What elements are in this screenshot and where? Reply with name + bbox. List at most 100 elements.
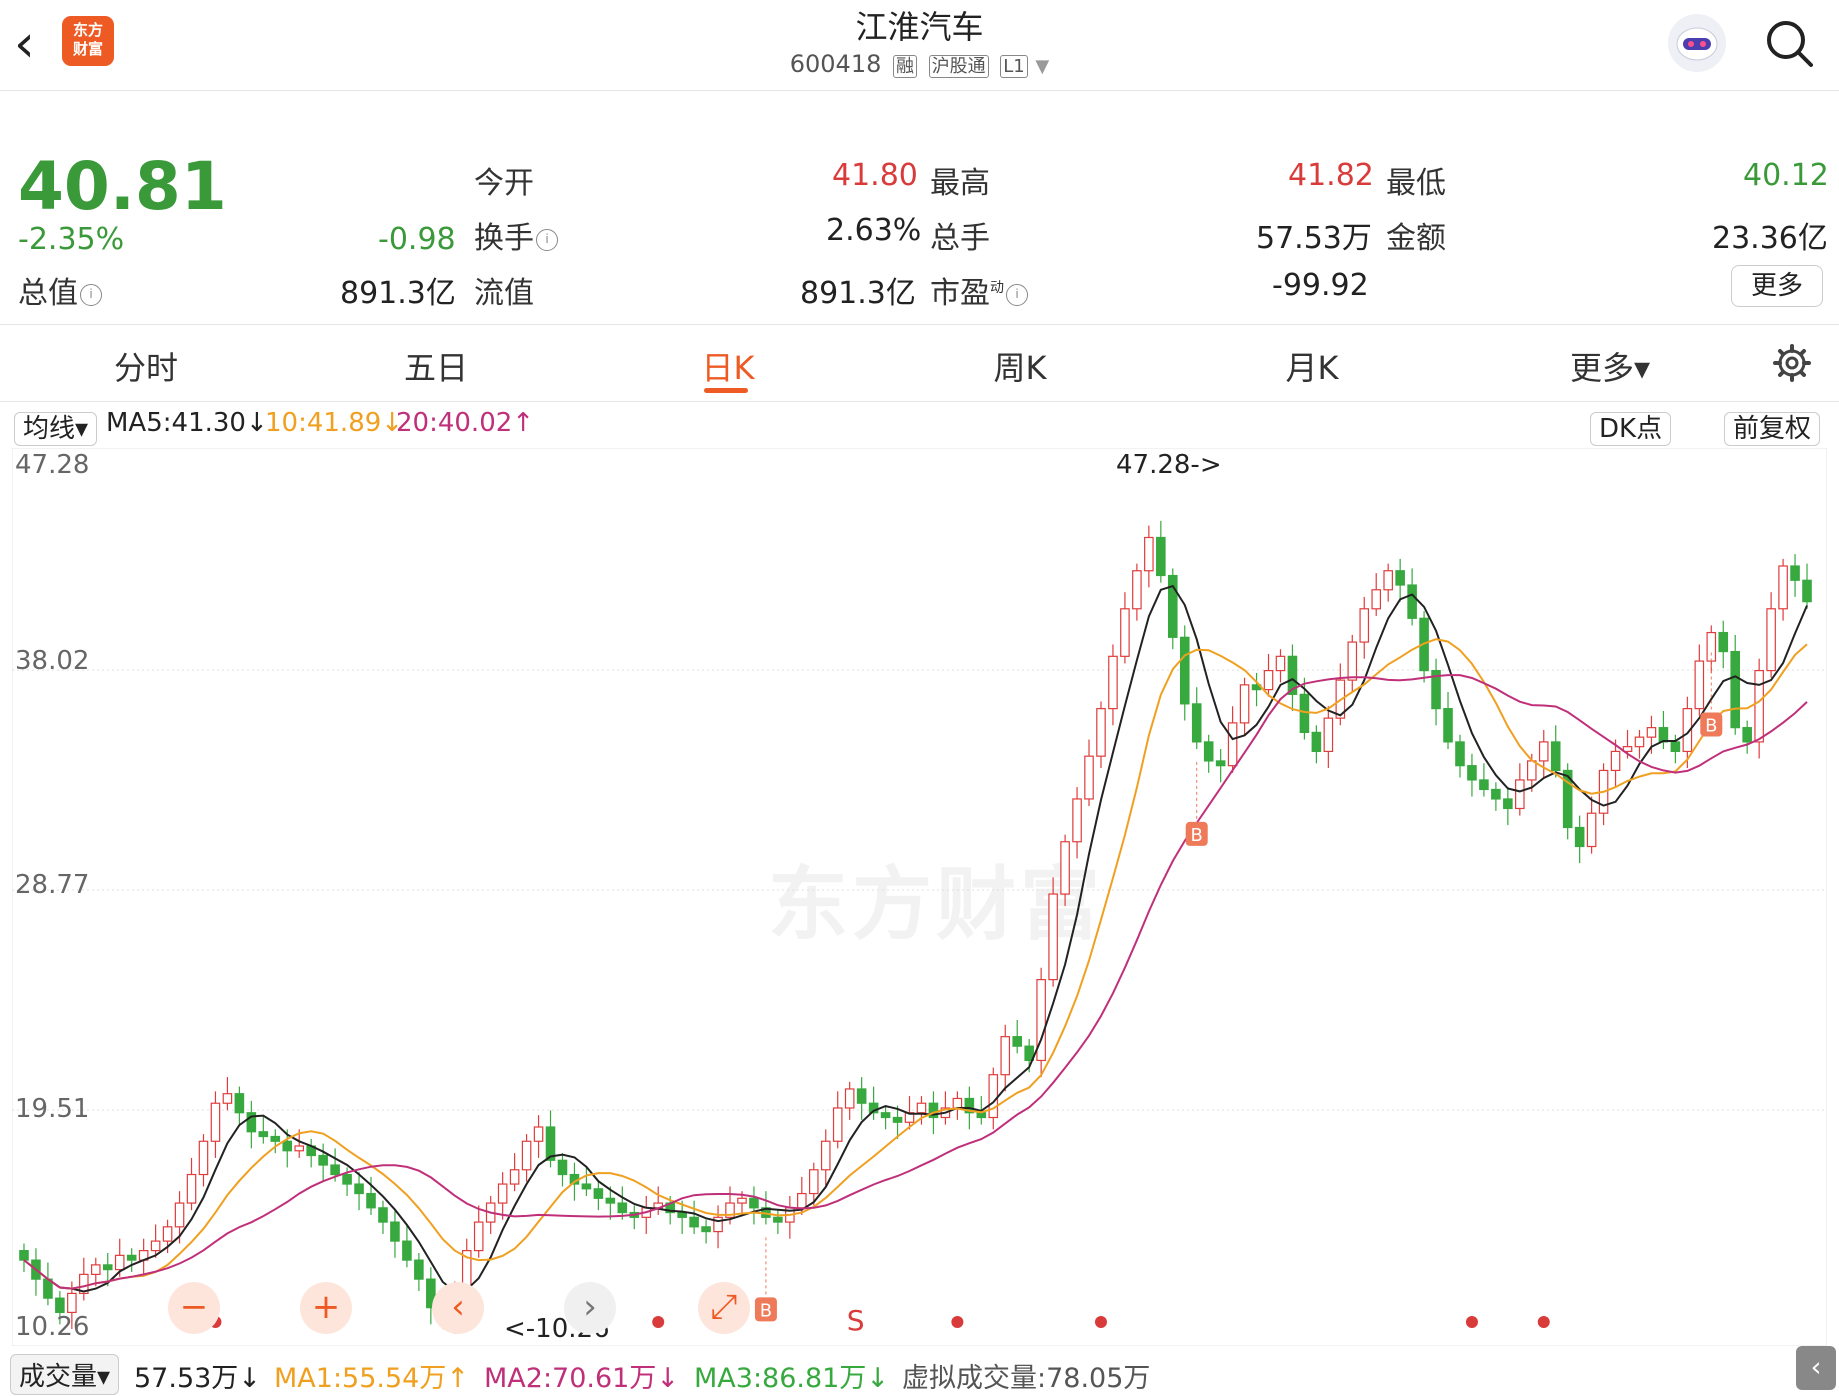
candle-body bbox=[19, 1250, 29, 1261]
candle-body bbox=[1670, 741, 1681, 753]
settings-gear-icon[interactable] bbox=[1772, 343, 1812, 387]
candle-body bbox=[126, 1254, 137, 1261]
connect-tag: 沪股通 bbox=[928, 55, 989, 78]
low-label: 最低 bbox=[1386, 166, 1446, 201]
candle-body bbox=[773, 1216, 783, 1223]
zoom-in-button[interactable]: + bbox=[300, 1282, 352, 1334]
volume-label: 总手 bbox=[930, 221, 990, 256]
kline-chart[interactable]: B B B S bbox=[12, 448, 1827, 1346]
info-icon[interactable]: i bbox=[1006, 283, 1028, 306]
candle-body bbox=[378, 1207, 388, 1223]
market-cap-label: 总值 i bbox=[18, 268, 102, 312]
tab-intraday[interactable]: 分时 bbox=[113, 349, 178, 387]
amount-label: 金额 bbox=[1386, 221, 1446, 256]
dk-point-chip[interactable]: DK点 bbox=[1590, 412, 1672, 446]
candle-body bbox=[617, 1202, 628, 1214]
fullscreen-button[interactable]: ⤢ bbox=[698, 1282, 750, 1334]
candle-body bbox=[832, 1107, 843, 1142]
candle-body bbox=[976, 1112, 987, 1119]
tab-weekly-k[interactable]: 周K bbox=[993, 349, 1047, 387]
candle-body bbox=[1060, 841, 1070, 895]
candle-body bbox=[1646, 727, 1657, 738]
candle-body bbox=[1443, 708, 1453, 743]
event-dot bbox=[951, 1316, 964, 1328]
volume-readout: 57.53万↓ bbox=[134, 1363, 261, 1394]
candle-body bbox=[270, 1135, 281, 1142]
candle-body bbox=[1383, 570, 1393, 591]
candle-body bbox=[1191, 703, 1202, 743]
candle-body bbox=[210, 1102, 221, 1142]
signal-badge bbox=[754, 1297, 777, 1322]
scroll-right-button[interactable]: › bbox=[564, 1282, 616, 1334]
high-value: 41.82 bbox=[1288, 158, 1374, 193]
search-icon[interactable] bbox=[1762, 16, 1816, 70]
candle-body bbox=[1072, 798, 1082, 843]
candle-body bbox=[1239, 684, 1250, 724]
dk-point-button[interactable]: DK点 bbox=[1590, 408, 1672, 446]
candle-body bbox=[294, 1145, 305, 1152]
vol-ma2-readout: MA2:70.61万↓ bbox=[484, 1363, 679, 1394]
candle-body bbox=[473, 1221, 484, 1252]
candle-body bbox=[856, 1088, 867, 1104]
stock-name: 江淮汽车 bbox=[855, 8, 984, 46]
logo-line-2: 财富 bbox=[72, 40, 103, 58]
tab-more[interactable]: 更多▾ bbox=[1569, 349, 1651, 387]
info-icon[interactable]: i bbox=[80, 283, 102, 306]
brand-logo[interactable]: 东方 财富 bbox=[62, 16, 114, 66]
candle-body bbox=[701, 1226, 711, 1233]
margin-tag: 融 bbox=[893, 55, 917, 78]
ma10-readout: 10:41.89↓ bbox=[265, 408, 404, 438]
candle-body bbox=[1024, 1045, 1034, 1062]
candle-body bbox=[1634, 736, 1645, 748]
tab-five-day[interactable]: 五日 bbox=[403, 349, 468, 387]
ma-selector[interactable]: 均线▾ bbox=[14, 408, 98, 446]
candle-body bbox=[114, 1254, 125, 1271]
candle-body bbox=[1036, 979, 1046, 1062]
y-tick-label: 10.26 bbox=[15, 1312, 90, 1342]
ma5-line bbox=[23, 584, 1808, 1293]
candle-body bbox=[162, 1226, 173, 1242]
assistant-robot-icon[interactable] bbox=[1668, 14, 1726, 72]
tab-daily-k[interactable]: 日K bbox=[701, 349, 755, 387]
max-price-annotation: 47.28-> bbox=[1116, 450, 1222, 480]
candle-body bbox=[1431, 669, 1441, 710]
candle-body bbox=[1742, 727, 1752, 743]
back-icon[interactable]: ‹ bbox=[14, 14, 35, 74]
adjust-chip[interactable]: 前复权 bbox=[1724, 412, 1821, 446]
candle-body bbox=[1395, 570, 1405, 586]
candle-body bbox=[1718, 631, 1729, 653]
candle-body bbox=[1347, 641, 1358, 681]
ma-selector-chip[interactable]: 均线▾ bbox=[14, 412, 98, 446]
candle-body bbox=[1323, 717, 1334, 753]
candle-body bbox=[1263, 669, 1274, 691]
ma20-readout: 20:40.02↑ bbox=[396, 408, 535, 438]
candle-body bbox=[234, 1093, 245, 1114]
candle-body bbox=[102, 1264, 113, 1271]
candle-body bbox=[79, 1273, 89, 1294]
market-cap-value: 891.3亿 bbox=[340, 276, 456, 311]
candle-body bbox=[1144, 536, 1154, 572]
watermark: 东方财富 bbox=[768, 858, 1104, 951]
candle-body bbox=[1658, 727, 1669, 743]
candle-body bbox=[1000, 1036, 1011, 1076]
candle-body bbox=[246, 1112, 257, 1133]
zoom-out-button[interactable]: − bbox=[168, 1282, 220, 1334]
volume-selector[interactable]: 成交量▾ bbox=[10, 1354, 120, 1395]
adjust-button[interactable]: 前复权 bbox=[1724, 408, 1821, 446]
more-quote-button[interactable]: 更多 bbox=[1731, 265, 1823, 307]
candle-body bbox=[1610, 750, 1621, 772]
tab-monthly-k[interactable]: 月K bbox=[1285, 349, 1339, 387]
info-icon[interactable]: i bbox=[536, 228, 558, 251]
signal-label: B bbox=[760, 1300, 772, 1321]
candle-body bbox=[916, 1102, 927, 1114]
candle-body bbox=[90, 1264, 101, 1275]
candle-body bbox=[1754, 669, 1764, 743]
stock-subtitle[interactable]: 600418 融 沪股通 L1 ▼ bbox=[0, 50, 1839, 78]
collapse-panel-icon[interactable]: ‹ bbox=[1796, 1346, 1836, 1390]
scroll-left-button[interactable]: ‹ bbox=[432, 1282, 484, 1334]
event-dot bbox=[1094, 1316, 1107, 1328]
level-tag: L1 bbox=[1000, 55, 1028, 78]
candle-body bbox=[1706, 631, 1717, 662]
pe-value: -99.92 bbox=[1272, 268, 1369, 303]
candle-body bbox=[330, 1164, 340, 1176]
